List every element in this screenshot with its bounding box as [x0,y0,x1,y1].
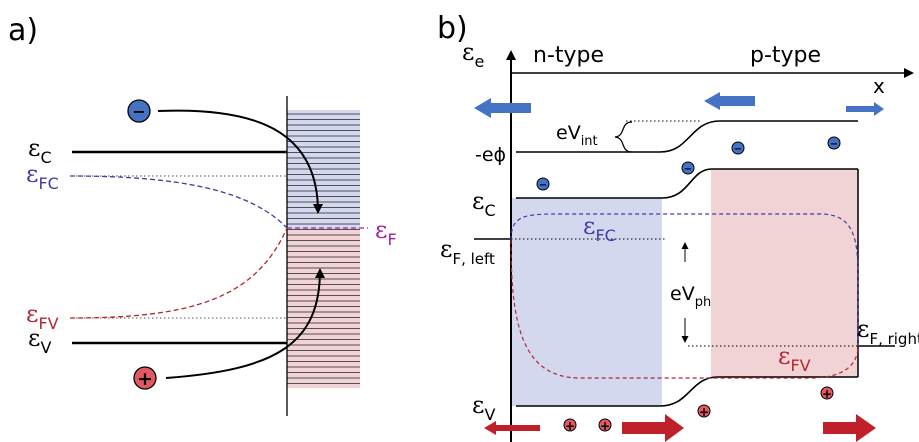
electron-arrow [157,109,323,214]
hole-particle: + [133,366,157,390]
eps-fc-label-b: εFC [583,212,616,245]
eps-c-label: εC [28,134,52,167]
e-v-int-label: eVint [556,122,598,149]
p-region-shade [711,169,858,377]
conduction-band-line [516,168,858,199]
eps-f-left-label: εF, left [440,235,495,268]
p-type-label: p-type [750,43,821,68]
svg-text:−: − [734,144,742,155]
e-v-ph-label: eVph [670,283,711,310]
electron-b-1: − [536,177,550,191]
electron-b-3: − [731,141,745,155]
hole-flux-arrow-right [823,414,876,442]
n-type-label: n-type [533,43,604,68]
eps-fc-dashed-curve [69,175,288,229]
panel-a-label: a) [8,13,38,48]
hole-flux-arrow-middle [622,414,684,442]
hole-b-2: + [598,418,612,433]
hole-flux-arrow-left [484,421,540,435]
panel-b: b) εe x n-type p-type eVint -eϕ εC εV εF… [437,11,919,442]
eps-fv-label: εFV [26,300,59,333]
hole-b-3: + [697,404,711,419]
valence-band-line [516,376,858,407]
electron-b-4: − [827,136,841,150]
svg-text:−: − [539,180,547,191]
eps-fv-quasi-fermi-curve [510,239,859,379]
eps-v-label-b: εV [472,391,495,424]
band-stripes [287,113,360,384]
lower-band [287,230,360,388]
minus-e-phi-label: -eϕ [475,144,506,166]
svg-text:−: − [132,102,145,121]
svg-text:+: + [600,419,610,433]
svg-text:+: + [137,368,153,390]
occupied-upper-band [287,110,360,230]
electron-b-2: − [681,161,695,175]
hole-b-1: + [563,418,577,433]
panel-b-label: b) [437,11,468,46]
eps-fv-label-b: εFV [778,342,811,375]
n-region-shade [511,198,662,406]
eps-fc-quasi-fermi-curve [510,213,859,346]
eps-fv-dashed-curve [69,227,288,319]
eps-f-right-label: εF, right [857,315,919,348]
electron-flux-arrow-right [846,102,884,116]
eps-v-label: εV [28,324,51,357]
vacuum-level-line [516,120,858,153]
hole-arrow [165,268,325,379]
e-v-int-brace [614,121,633,153]
svg-text:+: + [699,405,709,419]
svg-text:−: − [684,164,692,175]
electron-particle: − [127,99,151,123]
axis-x-label: x [873,74,885,98]
svg-text:+: + [822,387,832,401]
panel-a: a) εF εC εFC εFV εV − + [8,13,397,416]
eps-c-label-b: εC [472,187,496,220]
electron-flux-arrow-middle [704,92,755,110]
eps-fc-label: εFC [26,160,59,193]
hole-b-4: + [820,386,834,401]
axis-y-label: εe [462,38,484,71]
svg-text:+: + [565,419,575,433]
eps-f-label: εF [375,216,397,249]
svg-text:−: − [830,139,838,150]
electron-flux-arrow-left [474,98,531,118]
